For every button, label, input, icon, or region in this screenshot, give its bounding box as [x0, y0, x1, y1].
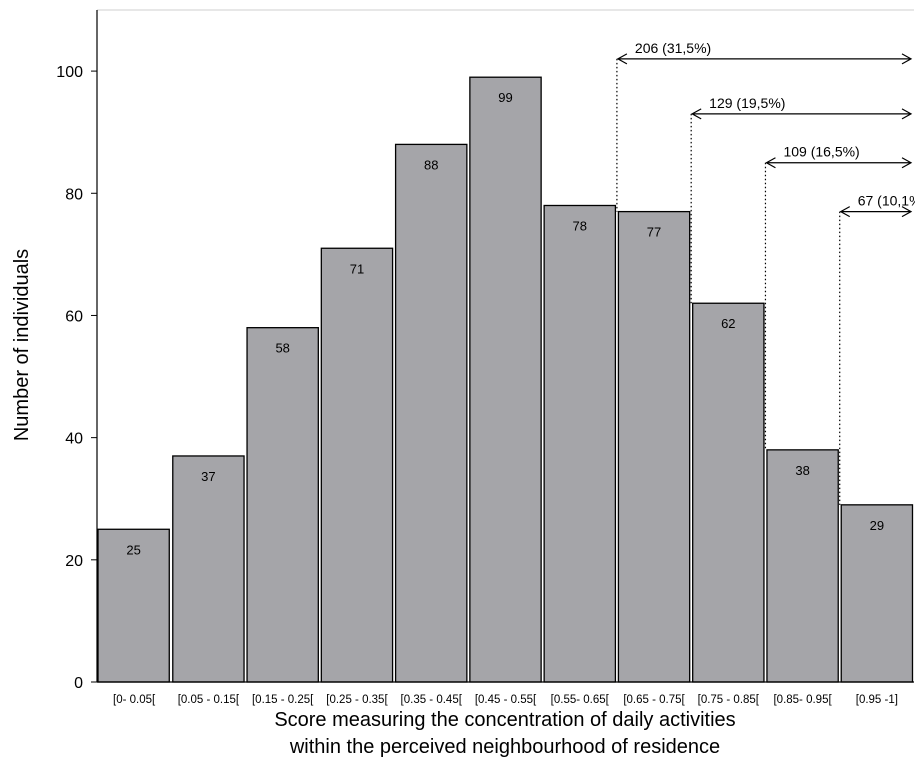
x-axis-title-line-1: Score measuring the concentration of dai…: [274, 709, 735, 731]
annotation-arrowhead-left: [616, 53, 628, 65]
annotation-arrowhead-right: [901, 108, 913, 120]
bar: [320, 247, 394, 683]
bar-value-label: 88: [424, 157, 438, 172]
annotation-arrowhead-left: [765, 157, 776, 169]
x-tick-label: [0.15 - 0.25[: [252, 694, 314, 706]
bar: [840, 504, 914, 683]
bar-value-label: 71: [350, 261, 364, 276]
plot-area: 0 20 40 60 80 100 25 [0- 0.05[ 37 [0.05 - 0.15[ 58…: [56, 9, 915, 706]
annotation-label: 206 (31,5%): [635, 40, 711, 56]
bar-value-label: 58: [275, 341, 289, 356]
y-tick-label: 80: [65, 186, 83, 203]
annotation-arrowhead-right: [901, 157, 913, 169]
bar-value-label: 78: [573, 218, 587, 233]
x-tick-label: [0.35 - 0.45[: [401, 694, 463, 706]
bar: [172, 455, 245, 683]
bar-value-label: 38: [795, 463, 809, 478]
bar: [766, 449, 839, 683]
bar: [394, 143, 468, 683]
bar: [692, 302, 765, 683]
y-tick-label: 0: [74, 675, 83, 692]
bar-value-label: 77: [647, 225, 661, 240]
annotation-label: 67 (10,1%): [858, 193, 915, 209]
bar: [469, 76, 542, 683]
bar: [617, 210, 691, 683]
x-tick-label: [0.45 - 0.55[: [475, 694, 537, 706]
y-axis-title: Number of individuals: [11, 249, 33, 441]
annotation-arrowhead-right: [901, 206, 913, 218]
annotation-arrowhead-left: [839, 206, 851, 218]
annotation-label: 109 (16,5%): [783, 144, 859, 160]
annotation-label: 129 (19,5%): [709, 95, 785, 111]
bar-value-label: 62: [721, 316, 735, 331]
x-tick-label: [0.25 - 0.35[: [326, 694, 388, 706]
bar: [543, 204, 617, 683]
x-tick-label: [0.55- 0.65[: [551, 694, 610, 706]
x-tick-label: [0.05 - 0.15[: [178, 694, 240, 706]
bar: [246, 327, 319, 683]
annotation-arrowhead-right: [901, 53, 913, 65]
bar-value-label: 37: [201, 469, 215, 484]
x-axis-title-line-2: within the perceived neighbourhood of re…: [289, 736, 720, 758]
bar-value-label: 29: [870, 518, 884, 533]
y-tick-label: 100: [56, 64, 83, 81]
x-tick-label: [0.65 - 0.75[: [623, 694, 685, 706]
y-tick-label: 20: [65, 553, 83, 570]
y-tick-label: 40: [65, 431, 83, 448]
x-tick-label: [0.85- 0.95[: [773, 694, 832, 706]
y-tick-label: 60: [65, 308, 83, 325]
x-tick-label: [0.95 -1]: [856, 694, 898, 706]
x-tick-label: [0.75 - 0.85[: [698, 694, 760, 706]
annotation-arrowhead-left: [690, 108, 702, 120]
bar-value-label: 25: [126, 542, 140, 557]
x-tick-label: [0- 0.05[: [113, 694, 156, 706]
bar-value-label: 99: [498, 90, 512, 105]
